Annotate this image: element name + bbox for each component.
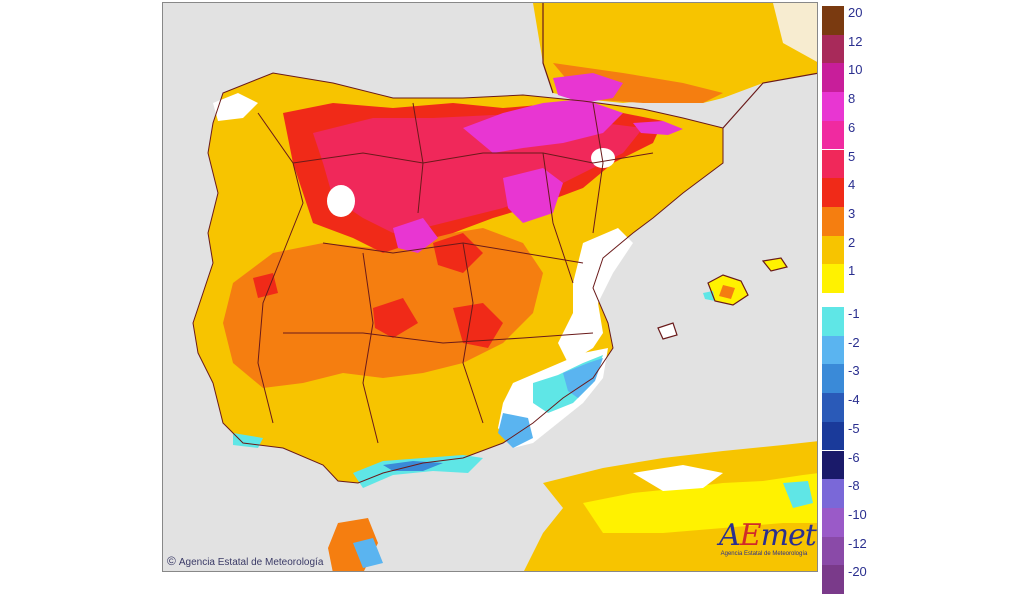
legend-swatch (822, 421, 844, 451)
france-north-region (773, 3, 817, 62)
neutral-northwest (213, 93, 258, 121)
copyright-notice: © Agencia Estatal de Meteorología (167, 554, 323, 568)
legend-swatch (822, 507, 844, 537)
legend-item-negative-6: -8 (820, 478, 890, 508)
legend-swatch (822, 536, 844, 566)
legend-swatch (822, 92, 844, 121)
legend-swatch (822, 335, 844, 365)
legend-swatch (822, 450, 844, 480)
legend-item-positive-4: 6 (820, 119, 890, 150)
north-africa-cool (783, 481, 813, 508)
legend-swatch (822, 120, 844, 150)
legend-item-positive-3: 8 (820, 91, 890, 121)
legend-label: -6 (848, 449, 860, 465)
logo-letter-e: E (739, 518, 762, 553)
extreme-patch-center (503, 168, 563, 223)
legend-label: 10 (848, 62, 863, 78)
legend-swatch (822, 34, 844, 64)
aemet-logo-subtitle: Agencia Estatal de Meteorología (720, 551, 808, 557)
legend-label: 3 (848, 205, 856, 221)
legend-swatch (822, 206, 844, 236)
extreme-patch-east (633, 121, 683, 135)
extreme-patch-france (553, 73, 623, 103)
region-borders (192, 72, 724, 484)
legend-label: -8 (848, 478, 860, 494)
legend-item-negative-9: -20 (820, 564, 890, 594)
legend-item-negative-7: -10 (820, 506, 890, 537)
copyright-text: Agencia Estatal de Meteorología (178, 557, 324, 568)
legend-swatch (822, 63, 844, 93)
legend-item-positive-1: 12 (820, 33, 890, 64)
legend-swatch (822, 364, 844, 394)
southeast-cool-2 (563, 358, 603, 398)
legend-item-positive-0: 20 (820, 5, 890, 35)
legend-item-positive-2: 10 (820, 62, 890, 93)
extreme-patch-west (393, 218, 438, 253)
extreme-patch-north (463, 99, 623, 153)
legend-item-positive-9: 1 (820, 263, 890, 293)
legend-label: 2 (848, 234, 856, 250)
legend-item-negative-0: -1 (820, 306, 890, 336)
logo-letter-a: A (719, 518, 741, 553)
morocco-cool (353, 538, 383, 568)
legend-item-negative-2: -3 (820, 363, 890, 394)
legend-label: -2 (848, 334, 860, 350)
southeast-cool-3 (498, 413, 533, 448)
legend-label: 12 (848, 33, 863, 49)
legend-item-negative-4: -5 (820, 420, 890, 451)
copyright-icon: © (167, 554, 176, 568)
legend-swatch (822, 149, 844, 179)
legend-swatch (822, 565, 844, 594)
legend-swatch (822, 235, 844, 265)
legend-item-positive-7: 3 (820, 205, 890, 236)
legend-label: 20 (848, 5, 863, 20)
legend-item-negative-3: -4 (820, 392, 890, 422)
coastlines (542, 3, 817, 340)
aemet-logo: AEmet Agencia Estatal de Meteorología (719, 518, 817, 567)
legend-item-negative-1: -2 (820, 334, 890, 365)
legend-label: 4 (848, 177, 856, 193)
legend-item-positive-5: 5 (820, 148, 890, 179)
legend-label: 5 (848, 148, 856, 164)
hot-patch-center (433, 233, 483, 273)
legend-label: -20 (848, 564, 867, 580)
legend-swatch (822, 6, 844, 35)
legend-swatch (822, 178, 844, 207)
legend-item-negative-5: -6 (820, 449, 890, 480)
map-canvas (163, 3, 817, 571)
legend-label: 1 (848, 263, 856, 279)
legend-label: -12 (848, 535, 867, 551)
hot-patch-south (453, 303, 503, 348)
legend-label: -3 (848, 363, 860, 379)
legend-item-positive-6: 4 (820, 177, 890, 207)
neutral-spot-2 (591, 148, 615, 168)
legend-label: -4 (848, 392, 860, 408)
legend-item-positive-8: 2 (820, 234, 890, 265)
aemet-logo-word: AEmet (719, 518, 817, 553)
logo-letters-met: met (760, 518, 817, 553)
south-coast-cool (353, 455, 483, 488)
legend-item-negative-8: -12 (820, 535, 890, 566)
legend-label: -5 (848, 420, 860, 436)
east-coast-neutral (558, 228, 633, 363)
legend-label: -10 (848, 506, 867, 522)
hot-patch-west (373, 298, 418, 338)
legend-swatch (822, 479, 844, 508)
north-africa-light (583, 473, 817, 533)
legend-swatch (822, 393, 844, 422)
temperature-anomaly-map: © Agencia Estatal de Meteorología AEmet A… (162, 2, 818, 572)
legend-gap (822, 293, 844, 307)
hot-patch-far-west (253, 273, 278, 298)
color-legend: 20 12 10 8 6 5 4 3 2 1 -1 -2 -3 -4 -5 -6 -8 -10 -12 -20 (820, 5, 890, 594)
neutral-spot-1 (327, 185, 355, 217)
legend-swatch (822, 264, 844, 293)
legend-label: 8 (848, 91, 856, 107)
north-africa-neutral (633, 465, 723, 491)
mallorca-warm (719, 285, 735, 299)
legend-label: -1 (848, 306, 860, 321)
legend-swatch (822, 307, 844, 336)
legend-label: 6 (848, 119, 856, 135)
